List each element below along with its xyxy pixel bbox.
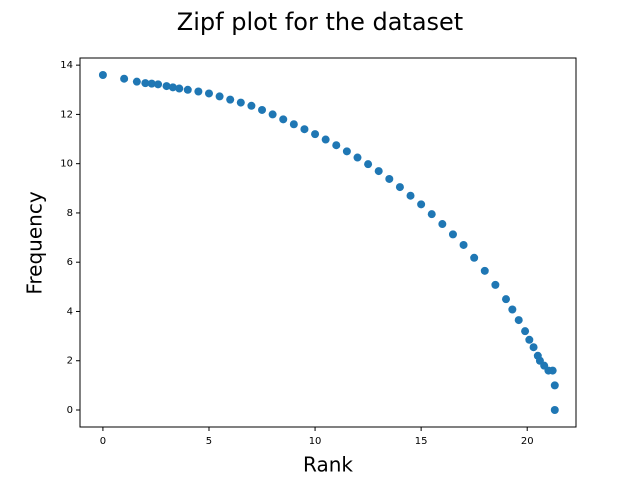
x-tick-label: 15 (415, 436, 428, 447)
point (289, 120, 298, 129)
point (147, 79, 156, 88)
point (154, 80, 163, 89)
x-tick-label: 20 (521, 436, 534, 447)
point (364, 160, 373, 169)
point (529, 343, 538, 352)
point (247, 101, 256, 110)
point (525, 335, 534, 344)
point (521, 327, 530, 336)
y-tick-label: 6 (67, 257, 73, 268)
point (470, 253, 479, 262)
point (548, 366, 557, 375)
point (448, 230, 457, 239)
point (183, 85, 192, 94)
point (162, 82, 171, 91)
x-tick-label: 5 (206, 436, 212, 447)
point (501, 295, 510, 304)
point (491, 280, 500, 289)
y-tick-label: 12 (60, 109, 73, 120)
point (98, 70, 107, 79)
point (417, 200, 426, 209)
point (406, 191, 415, 200)
y-tick-label: 14 (60, 60, 73, 71)
y-tick-label: 4 (67, 306, 73, 317)
point (342, 147, 351, 156)
x-tick-label: 10 (309, 436, 322, 447)
point (514, 316, 523, 325)
point (321, 135, 330, 144)
point (204, 89, 213, 98)
point (459, 240, 468, 249)
point (300, 125, 309, 134)
point (480, 266, 489, 275)
y-tick-label: 10 (60, 159, 73, 170)
point (353, 153, 362, 162)
point (236, 98, 245, 107)
point (385, 174, 394, 183)
plot-frame (79, 57, 577, 428)
point (550, 406, 559, 415)
point (311, 130, 320, 139)
point (175, 84, 184, 93)
point (268, 110, 277, 119)
point (120, 74, 129, 83)
point (279, 115, 288, 124)
point (332, 141, 341, 150)
point (194, 87, 203, 96)
point (132, 77, 141, 86)
chart-title: Zipf plot for the dataset (177, 8, 463, 36)
point (427, 210, 436, 219)
x-tick-label: 0 (100, 436, 106, 447)
point (395, 183, 404, 192)
point (226, 95, 235, 104)
point (168, 83, 177, 92)
y-axis-label: Frequency (23, 191, 47, 294)
point (258, 105, 267, 114)
y-tick-label: 0 (67, 405, 73, 416)
point (215, 92, 224, 101)
point (141, 79, 150, 88)
x-axis-label: Rank (303, 453, 353, 477)
y-tick-label: 8 (67, 208, 73, 219)
point (508, 305, 517, 314)
y-tick-label: 2 (67, 356, 73, 367)
point (438, 220, 447, 229)
point (550, 381, 559, 390)
point (374, 167, 383, 176)
